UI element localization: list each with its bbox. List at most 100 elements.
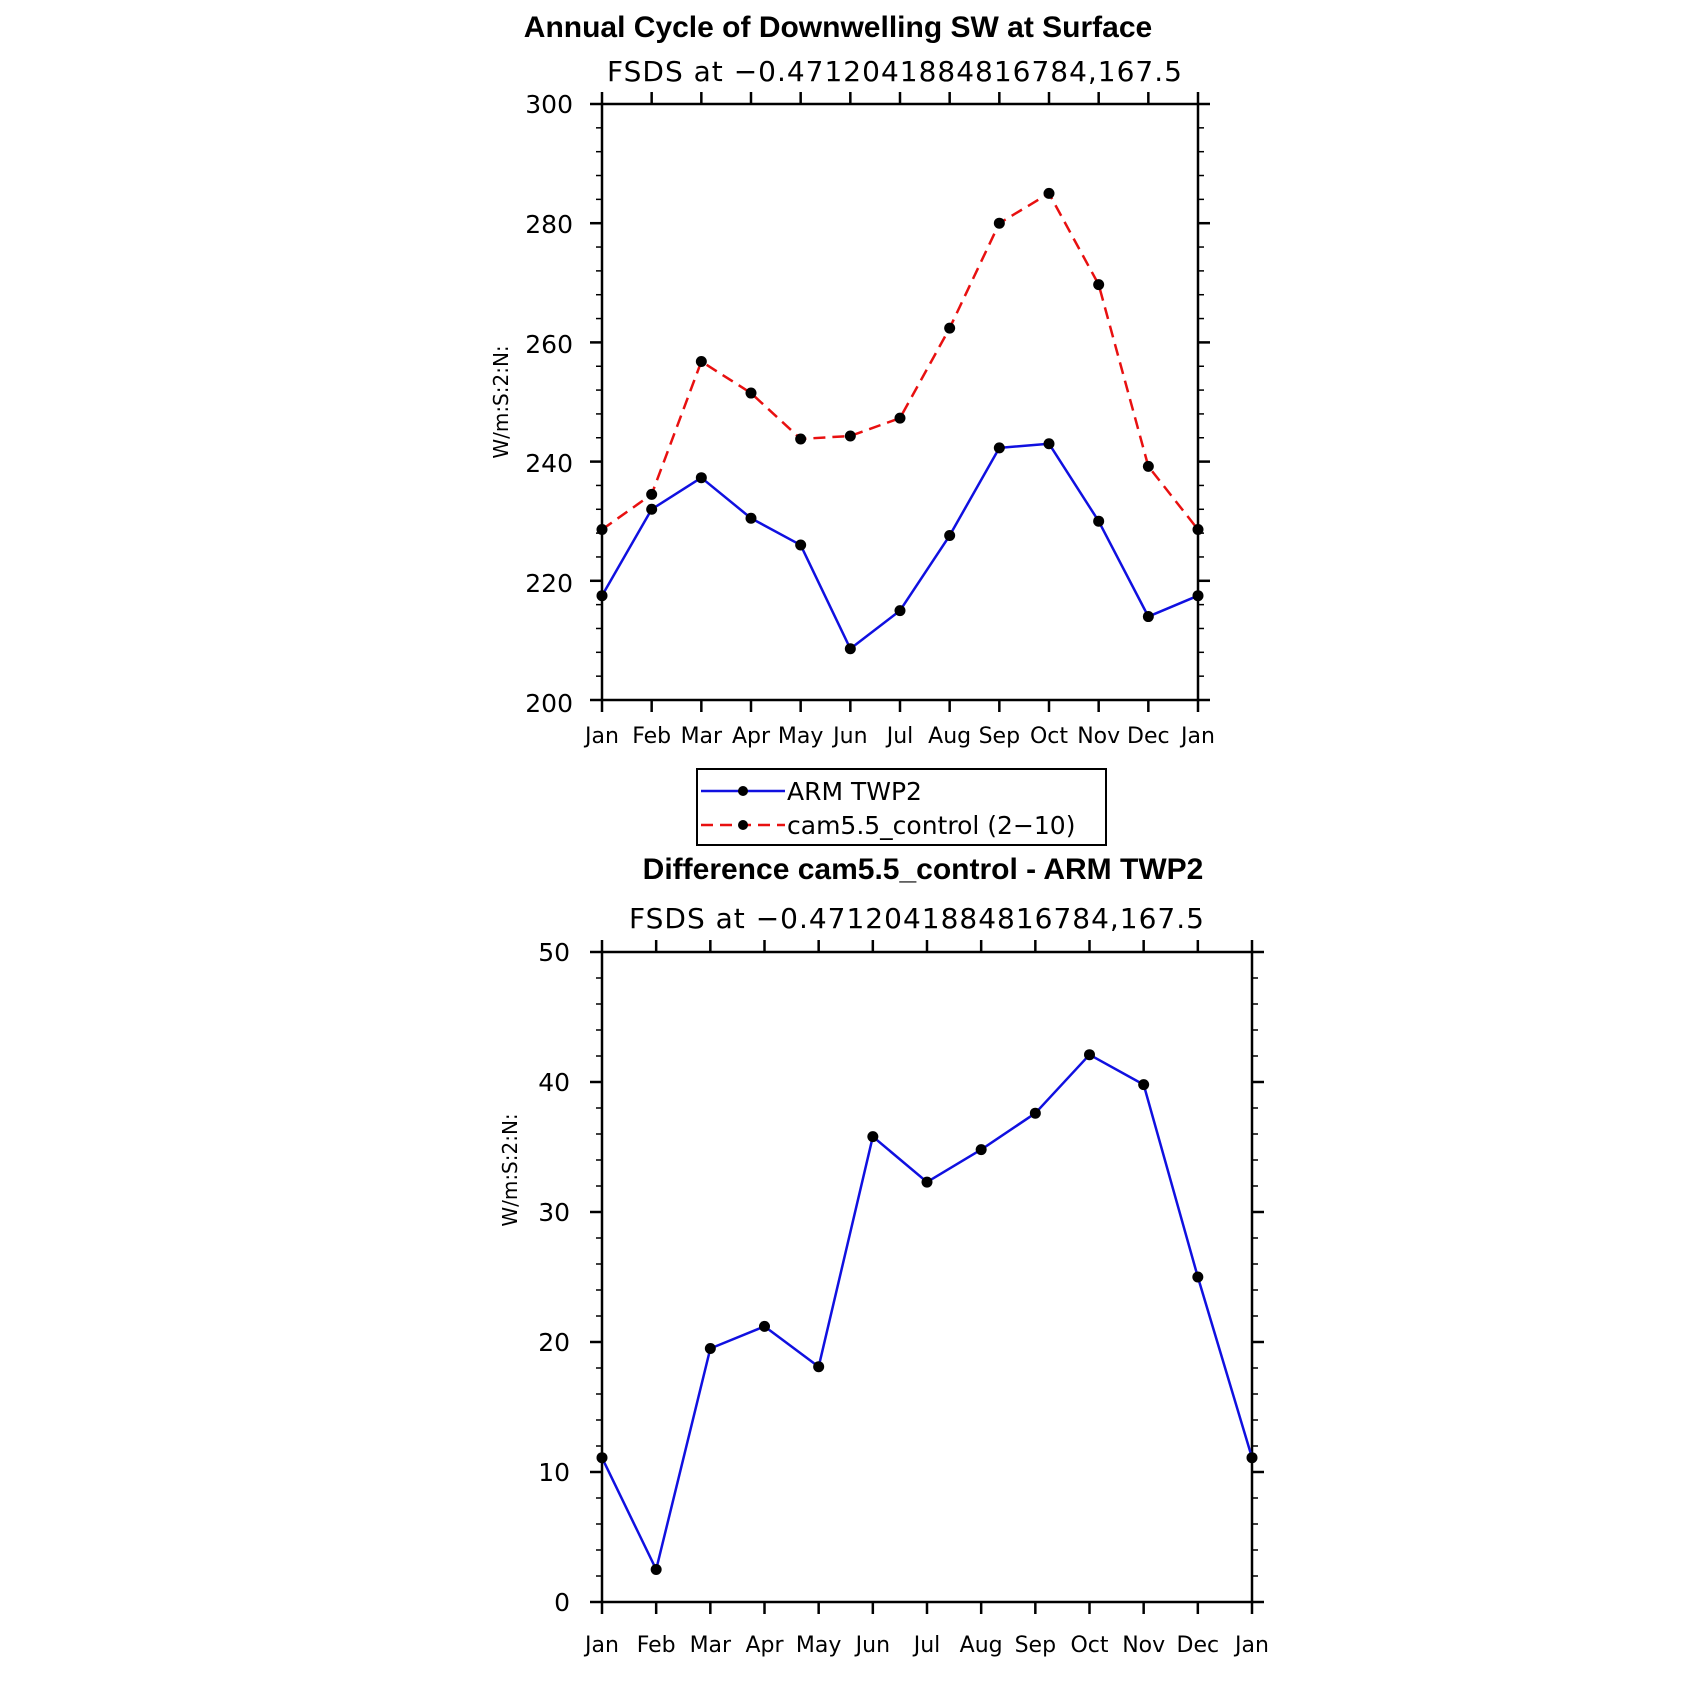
x-tick-label: Jul	[885, 724, 914, 749]
x-tick-label: Nov	[1077, 724, 1120, 749]
y-tick-label: 200	[525, 689, 573, 718]
x-tick-label: May	[796, 1633, 841, 1658]
x-tick-label: Jun	[831, 724, 867, 749]
y-tick-label: 220	[525, 569, 573, 598]
x-tick-label: Jan	[583, 1633, 619, 1658]
x-tick-label: Mar	[690, 1633, 732, 1658]
plot-area-border	[600, 950, 1254, 1604]
data-point	[1192, 1271, 1204, 1283]
y-tick-label: 0	[554, 1588, 570, 1617]
legend-marker	[738, 820, 748, 830]
y-tick-label: 280	[525, 210, 573, 239]
series-line	[601, 192, 1199, 531]
x-tick-label: Feb	[632, 724, 671, 749]
x-tick-label: Jan	[1179, 724, 1215, 749]
x-tick-label: Jan	[583, 724, 619, 749]
data-point	[1093, 279, 1105, 291]
data-point	[921, 1176, 933, 1188]
y-axis-label: W/m:S:2:N:	[489, 345, 513, 458]
chart-subtitle: FSDS at −0.4712041884816784,167.5	[607, 55, 1183, 88]
chart-title: Annual Cycle of Downwelling SW at Surfac…	[524, 11, 1152, 44]
x-tick-label: Feb	[637, 1633, 676, 1658]
data-point	[795, 433, 807, 445]
x-tick-labels: Jan Feb Mar Apr May Jun Jul Aug Sep Oct Nov Dec Jan	[583, 724, 1215, 749]
y-tick-label: 260	[525, 330, 573, 359]
y-tick-label: 10	[538, 1458, 570, 1487]
data-point	[1192, 590, 1204, 602]
x-tick-labels: Jan Feb Mar Apr May Jun Jul Aug Sep Oct Nov Dec Jan	[583, 1633, 1269, 1658]
y-tick-label: 40	[538, 1068, 570, 1097]
y-tick-label: 240	[525, 449, 573, 478]
x-tick-label: Mar	[681, 724, 723, 749]
data-point	[695, 472, 707, 484]
data-point	[844, 643, 856, 655]
x-tick-label: Aug	[960, 1633, 1003, 1658]
y-tick-label: 30	[538, 1198, 570, 1227]
data-point	[1246, 1452, 1258, 1464]
data-point	[1043, 438, 1055, 450]
legend-label-arm: ARM TWP2	[787, 777, 922, 806]
data-point	[745, 512, 757, 524]
data-point	[759, 1320, 770, 1332]
plot-frame	[590, 92, 1210, 712]
x-tick-label: Oct	[1030, 724, 1068, 749]
data-point	[975, 1144, 987, 1156]
series-lines	[596, 187, 1204, 655]
series-line	[600, 1053, 1254, 1571]
legend-label-cam: cam5.5_control (2−10)	[787, 811, 1075, 840]
data-point	[646, 503, 658, 515]
data-point	[650, 1564, 662, 1575]
y-tick-labels: 300 280 260 240 220 200	[525, 90, 573, 718]
x-tick-label: Sep	[1015, 1633, 1056, 1658]
data-point	[944, 530, 956, 542]
data-point	[1142, 611, 1154, 623]
data-point	[1142, 460, 1154, 472]
x-tick-label: Jun	[854, 1633, 890, 1658]
data-point	[1029, 1107, 1041, 1119]
x-tick-label: Jul	[912, 1633, 941, 1658]
y-axis-label: W/m:S:2:N:	[498, 1113, 522, 1226]
x-tick-label: Dec	[1177, 1633, 1220, 1658]
chart-title: Difference cam5.5_control - ARM TWP2	[643, 853, 1204, 886]
data-point	[596, 524, 608, 536]
data-point	[993, 442, 1005, 454]
data-point	[867, 1131, 879, 1143]
x-tick-label: Sep	[979, 724, 1020, 749]
legend: ARM TWP2 cam5.5_control (2−10)	[696, 768, 1107, 846]
data-point	[894, 605, 906, 617]
data-point	[646, 488, 658, 500]
annual-cycle-chart: Annual Cycle of Downwelling SW at Surfac…	[489, 11, 1215, 846]
data-point	[596, 590, 608, 602]
x-tick-label: Oct	[1070, 1633, 1108, 1658]
series-line	[600, 442, 1199, 650]
data-point	[813, 1361, 825, 1373]
data-point	[894, 412, 906, 424]
x-tick-label: Dec	[1127, 724, 1170, 749]
x-tick-label: Apr	[732, 724, 771, 749]
y-tick-label: 20	[538, 1328, 570, 1357]
data-point	[596, 1452, 608, 1464]
data-point	[1043, 187, 1055, 199]
x-tick-label: Aug	[928, 724, 971, 749]
data-point	[745, 387, 757, 399]
x-tick-label: Jan	[1233, 1633, 1269, 1658]
x-tick-label: Nov	[1122, 1633, 1165, 1658]
data-point	[1138, 1079, 1150, 1091]
data-point	[1093, 515, 1105, 527]
series-lines	[596, 1049, 1258, 1575]
y-tick-label: 300	[525, 90, 573, 119]
legend-marker	[738, 786, 748, 796]
chart-subtitle: FSDS at −0.4712041884816784,167.5	[629, 902, 1205, 935]
data-point	[944, 322, 956, 334]
y-tick-label: 50	[538, 938, 570, 967]
data-point	[1192, 524, 1204, 536]
legend-box	[696, 768, 1107, 846]
data-point	[1084, 1049, 1095, 1061]
data-point	[795, 539, 807, 551]
y-tick-labels: 50 40 30 20 10 0	[538, 938, 570, 1617]
data-point	[695, 355, 707, 367]
difference-chart: Difference cam5.5_control - ARM TWP2 FSD…	[498, 853, 1269, 1658]
data-point	[704, 1343, 716, 1354]
plot-frame	[590, 940, 1264, 1614]
